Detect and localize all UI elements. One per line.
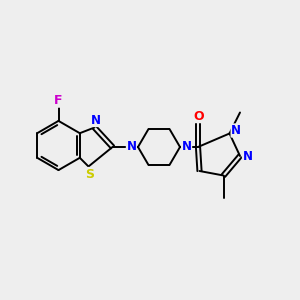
Text: S: S <box>85 167 94 181</box>
Text: N: N <box>182 140 192 154</box>
Text: F: F <box>54 94 63 107</box>
Text: O: O <box>194 110 204 123</box>
Text: N: N <box>126 140 136 154</box>
Text: N: N <box>90 113 100 127</box>
Text: N: N <box>231 124 241 137</box>
Text: N: N <box>242 150 253 163</box>
